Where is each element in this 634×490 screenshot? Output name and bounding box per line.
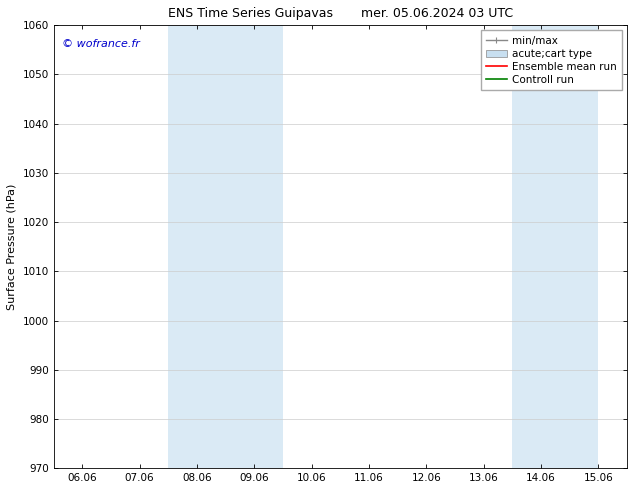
Title: ENS Time Series Guipavas       mer. 05.06.2024 03 UTC: ENS Time Series Guipavas mer. 05.06.2024…	[168, 7, 513, 20]
Bar	[512, 25, 598, 468]
Y-axis label: Surface Pressure (hPa): Surface Pressure (hPa)	[7, 184, 17, 310]
Legend: min/max, acute;cart type, Ensemble mean run, Controll run: min/max, acute;cart type, Ensemble mean …	[481, 30, 622, 90]
Bar	[168, 25, 283, 468]
Text: © wofrance.fr: © wofrance.fr	[62, 39, 140, 49]
